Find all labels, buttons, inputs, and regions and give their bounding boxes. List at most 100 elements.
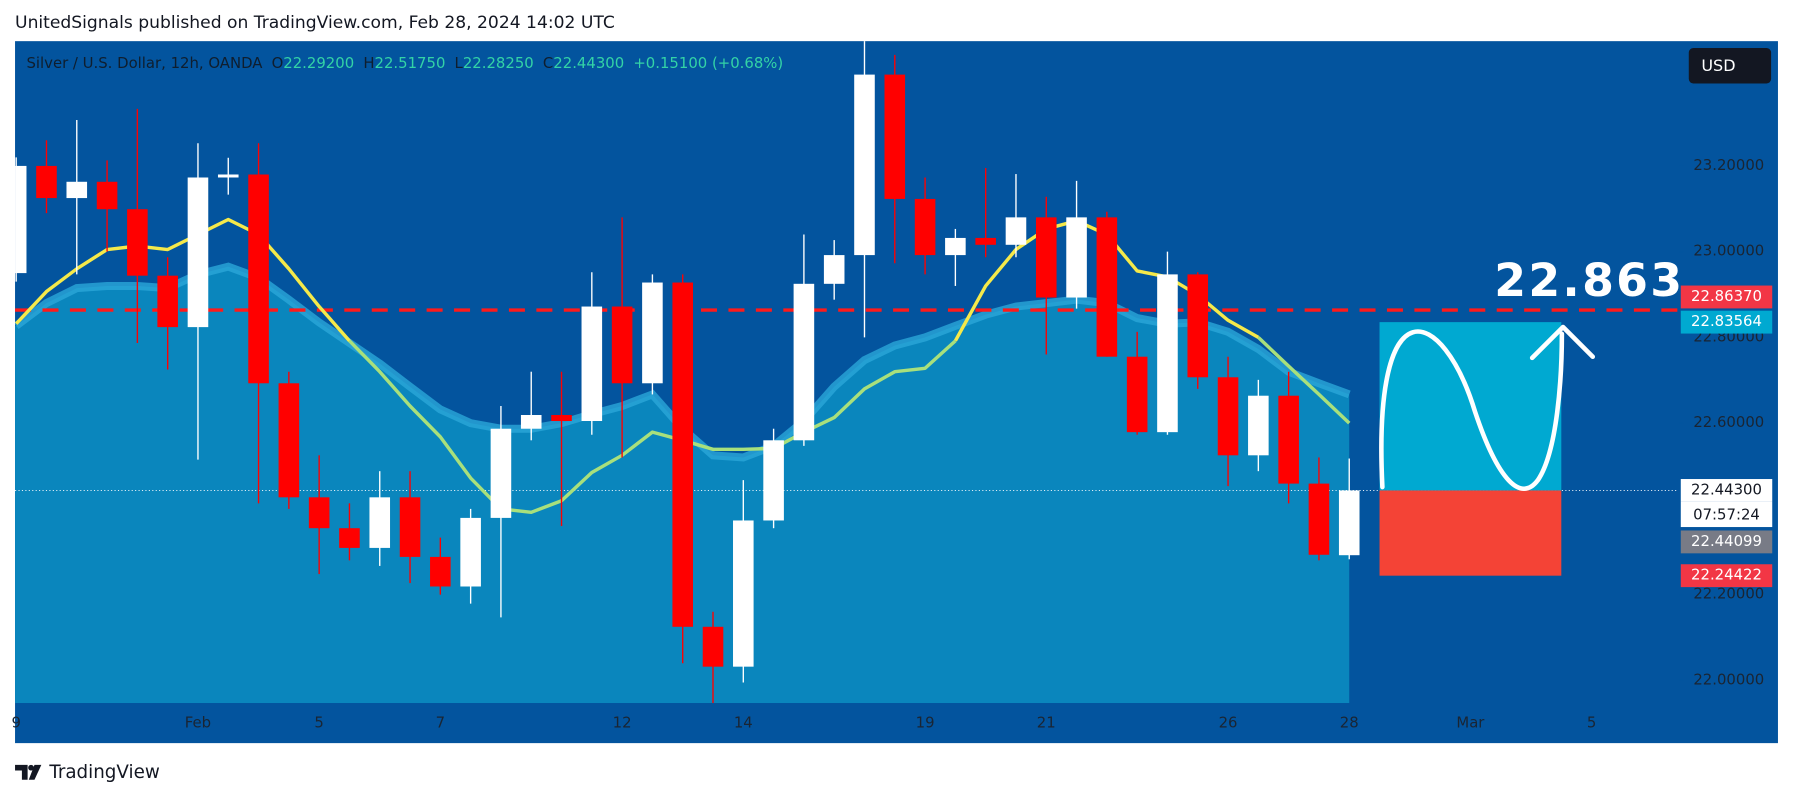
y-tick-label: 22.00000 (1693, 670, 1764, 688)
price-tag-label: 22.44300 (1691, 480, 1762, 498)
currency-button[interactable] (1688, 48, 1772, 84)
candle-body (1338, 490, 1360, 556)
candle-body (1035, 217, 1057, 298)
candle-body (1157, 274, 1178, 433)
candle-body (914, 198, 936, 256)
countdown-box (1680, 501, 1773, 528)
candle-body (1217, 377, 1239, 456)
candle-body (1248, 395, 1269, 456)
drawn-arrow (1529, 324, 1596, 361)
candle-body (581, 306, 603, 422)
candle-body (672, 282, 693, 627)
tradingview-logo (15, 764, 42, 780)
moving-average-line (15, 217, 351, 342)
price-change: +0.15100 (+0.68%) (633, 54, 783, 72)
candle-body (823, 255, 845, 284)
ohlc-value: 22.51750 (375, 54, 446, 72)
candle-body (157, 275, 178, 328)
candle-body (945, 237, 966, 256)
footer-brand: TradingView (48, 762, 160, 783)
candle-body (611, 306, 633, 384)
x-tick-label: 5 (314, 714, 323, 732)
candle-body (187, 177, 209, 328)
candle-body (96, 181, 118, 210)
candle-body (399, 497, 421, 557)
candle-body (854, 74, 875, 256)
drawn-curve (1379, 329, 1565, 491)
candle-body (339, 528, 360, 548)
candle-body (36, 165, 57, 199)
price-axis: 22.0000022.2000022.6000022.8000023.00000… (1678, 156, 1773, 688)
price-tag-label: 22.44099 (1691, 532, 1762, 550)
price-tag (1680, 479, 1773, 502)
price-tag (1680, 310, 1773, 334)
x-tick-label: Feb (185, 714, 211, 732)
x-tick-label: 26 (1219, 714, 1238, 732)
candle-body (430, 556, 451, 587)
price-tag-label: 22.24422 (1691, 566, 1762, 584)
candle-body (733, 520, 754, 667)
candle-body (1308, 483, 1330, 555)
x-tick-label: 28 (1340, 714, 1359, 732)
plot-area: 22.863 (15, 41, 1684, 704)
ohlc-key: O (272, 54, 284, 72)
ohlc-value: 22.28250 (463, 54, 534, 72)
price-tag-label: 22.86370 (1691, 287, 1762, 305)
y-tick-label: 22.60000 (1693, 413, 1764, 431)
x-tick-label: 12 (613, 714, 632, 732)
loss-zone (1379, 490, 1562, 576)
price-tag (1680, 564, 1773, 588)
candle-body (763, 440, 784, 521)
price-tag (1680, 530, 1773, 554)
currency-label: USD (1701, 56, 1735, 75)
publish-header: UnitedSignals published on TradingView.c… (15, 13, 615, 33)
candle-body (217, 174, 239, 178)
candle-body (490, 428, 512, 518)
y-tick-label: 23.00000 (1693, 242, 1764, 260)
target-annotation: 22.863 (1494, 254, 1684, 307)
y-tick-label: 22.20000 (1693, 585, 1764, 603)
y-tick-label: 23.20000 (1693, 156, 1764, 174)
x-tick-label: 19 (916, 714, 935, 732)
candle-body (308, 497, 330, 529)
ohlc-key: H (363, 54, 374, 72)
price-tag-label: 22.83564 (1691, 312, 1762, 330)
candle-body (793, 283, 815, 441)
ohlc-value: 22.44300 (553, 54, 624, 72)
candle-body (1187, 274, 1209, 378)
symbol-name: Silver / U.S. Dollar, 12h, OANDA (26, 54, 263, 72)
ohlc-key: L (455, 54, 464, 72)
candle-body (551, 415, 572, 422)
candle-body (248, 174, 269, 384)
candle-body (1005, 217, 1027, 245)
x-tick-label: 9 (11, 714, 20, 732)
candle-body (520, 415, 542, 429)
profit-zone (1379, 322, 1562, 491)
candle-body (1066, 217, 1087, 298)
candle-body (66, 181, 88, 199)
ohlc-key: C (543, 54, 553, 72)
moving-average-line (348, 339, 957, 515)
x-tick-label: 5 (1587, 714, 1596, 732)
price-tag (1680, 285, 1773, 309)
countdown-label: 07:57:24 (1693, 506, 1760, 524)
x-tick-label: 14 (734, 714, 753, 732)
ohlc-value: 22.29200 (283, 54, 354, 72)
candle-body (278, 383, 300, 498)
candle-body (1126, 356, 1148, 433)
candle-body (975, 237, 996, 245)
candle-body (15, 165, 27, 274)
candle-body (369, 497, 391, 548)
x-tick-label: 7 (436, 714, 445, 732)
candle-body (884, 74, 906, 199)
x-tick-label: 21 (1037, 714, 1056, 732)
candle-body (1278, 395, 1299, 484)
moving-average-line (1257, 336, 1351, 425)
candle-body (460, 517, 481, 587)
candle-body (1096, 217, 1118, 357)
symbol-legend: Silver / U.S. Dollar, 12h, OANDA O22.2920… (26, 54, 783, 72)
x-tick-label: Mar (1456, 714, 1485, 732)
candle-body (642, 282, 663, 384)
